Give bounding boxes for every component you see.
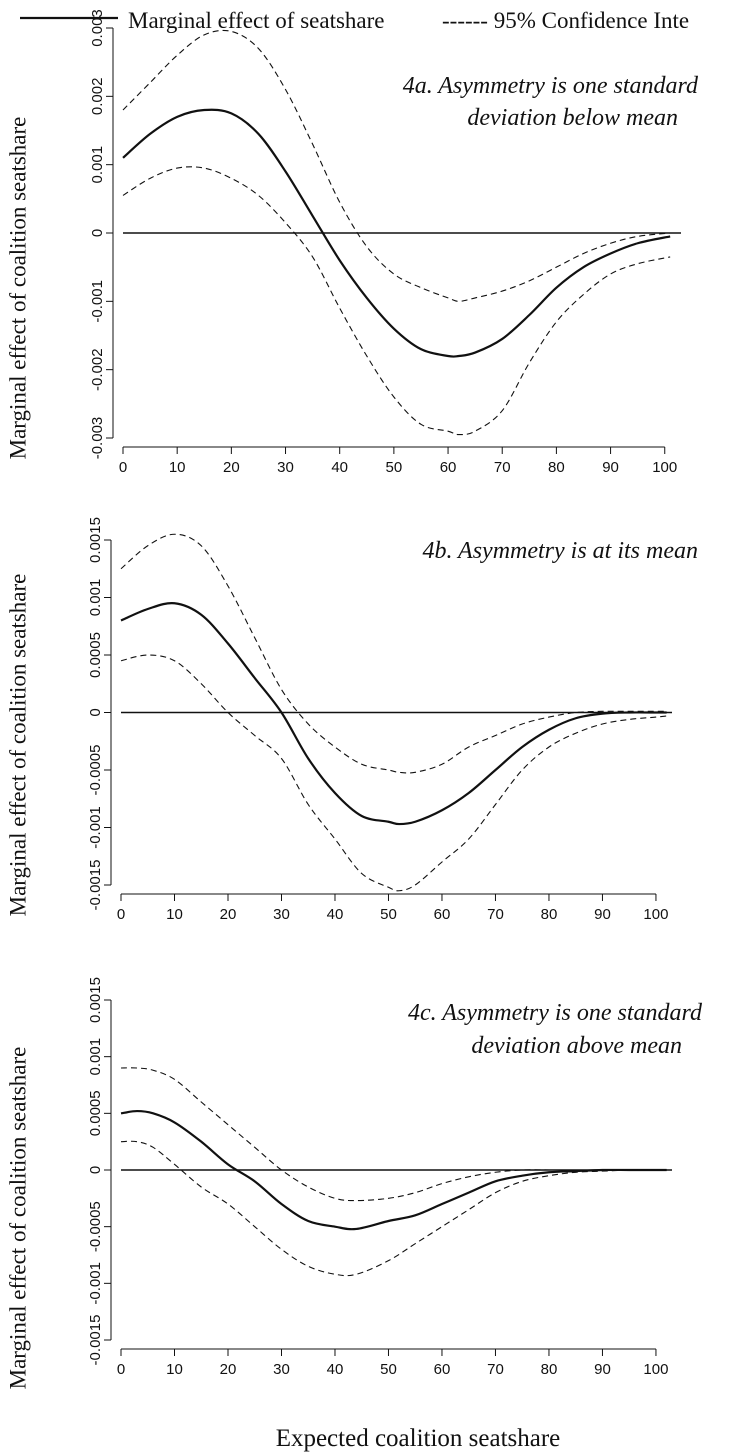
x-tick-label: 10 — [169, 459, 186, 476]
marginal-effect-line — [122, 108, 671, 358]
x-tick-label: 60 — [434, 1361, 451, 1378]
x-tick-label: 30 — [277, 459, 294, 476]
x-tick-label: 100 — [643, 1361, 668, 1378]
y-tick-label: -0.001 — [87, 1262, 104, 1305]
panel-4b: -0.0015 -0.001 -0.0005 0 0.0005 0.001 0.0015 0 1… — [5, 517, 698, 923]
y-tick-label: -0.0015 — [87, 860, 104, 911]
panel-title-line2: deviation below mean — [467, 105, 678, 131]
legend-solid-label: Marginal effect of seatshare — [128, 8, 385, 33]
x-tick-label: 70 — [487, 906, 504, 923]
x-tick-label: 50 — [386, 459, 403, 476]
x-tick-label: 70 — [494, 459, 511, 476]
legend-dashed-label: ------ 95% Confidence Inte — [442, 8, 689, 33]
y-tick-label: 0.0005 — [87, 1090, 104, 1136]
x-tick-label: 20 — [220, 906, 237, 923]
y-tick-label: 0.001 — [87, 1038, 104, 1076]
marginal-effect-line — [120, 1109, 667, 1231]
lower-ci-line — [122, 166, 671, 436]
y-tick-label: -0.001 — [87, 806, 104, 849]
panel-title-line2: deviation above mean — [471, 1033, 682, 1059]
x-tick-label: 10 — [166, 906, 183, 923]
x-tick-label: 30 — [273, 1361, 290, 1378]
y-tick-label: 0 — [87, 708, 104, 716]
y-tick-label: -0.002 — [89, 348, 106, 391]
x-tick-label: 80 — [541, 906, 558, 923]
x-tick-label: 90 — [594, 906, 611, 923]
x-tick-label: 40 — [327, 906, 344, 923]
x-tick-label: 90 — [594, 1361, 611, 1378]
y-tick-label: 0.003 — [89, 9, 106, 47]
y-tick-label: 0.001 — [89, 146, 106, 184]
y-tick-label: -0.001 — [89, 280, 106, 323]
y-tick-label: -0.0015 — [87, 1315, 104, 1366]
x-tick-label: 50 — [380, 906, 397, 923]
x-tick-label: 20 — [223, 459, 240, 476]
x-tick-label: 80 — [541, 1361, 558, 1378]
x-tick-label: 100 — [652, 459, 677, 476]
marginal-effect-line — [120, 602, 667, 826]
upper-ci-line — [120, 1067, 667, 1202]
legend: Marginal effect of seatshare ------ 95% … — [20, 8, 689, 33]
x-tick-label: 40 — [331, 459, 348, 476]
lower-ci-line — [120, 1140, 667, 1277]
x-tick-label: 90 — [602, 459, 619, 476]
y-axis-label: Marginal effect of coalition seatshare — [5, 1047, 30, 1390]
x-tick-label: 60 — [440, 459, 457, 476]
y-tick-label: 0.002 — [89, 78, 106, 116]
x-tick-label: 100 — [643, 906, 668, 923]
panel-title: 4a. Asymmetry is one standard — [403, 73, 699, 99]
x-tick-label: 0 — [119, 459, 127, 476]
panel-title: 4c. Asymmetry is one standard — [408, 1000, 703, 1026]
lower-ci-line — [120, 654, 667, 892]
panel-4a: -0.003 -0.002 -0.001 0 0.001 0.002 0.003 0 10 20 3… — [5, 9, 699, 476]
y-tick-label: 0.0005 — [87, 632, 104, 678]
x-tick-label: 80 — [548, 459, 565, 476]
x-axis-label: Expected coalition seatshare — [276, 1425, 561, 1452]
x-tick-label: 30 — [273, 906, 290, 923]
x-tick-label: 0 — [117, 1361, 125, 1378]
panel-title: 4b. Asymmetry is at its mean — [422, 538, 698, 564]
x-tick-label: 0 — [117, 906, 125, 923]
y-tick-label: -0.003 — [89, 417, 106, 460]
upper-ci-line — [122, 29, 671, 302]
x-tick-label: 10 — [166, 1361, 183, 1378]
y-tick-label: 0 — [89, 229, 106, 237]
y-tick-label: 0.001 — [87, 579, 104, 617]
y-axis-label: Marginal effect of coalition seatshare — [5, 574, 30, 917]
y-tick-label: -0.0005 — [87, 1201, 104, 1252]
x-tick-label: 40 — [327, 1361, 344, 1378]
y-tick-label: -0.0005 — [87, 745, 104, 796]
y-axis-label: Marginal effect of coalition seatshare — [5, 117, 30, 460]
panel-4c: -0.0015 -0.001 -0.0005 0 0.0005 0.001 0.0015 0 1… — [5, 977, 703, 1389]
x-tick-label: 50 — [380, 1361, 397, 1378]
x-tick-label: 70 — [487, 1361, 504, 1378]
x-tick-label: 20 — [220, 1361, 237, 1378]
y-tick-label: 0 — [87, 1166, 104, 1174]
upper-ci-line — [120, 533, 667, 774]
y-tick-label: 0.0015 — [87, 977, 104, 1023]
y-tick-label: 0.0015 — [87, 517, 104, 563]
x-tick-label: 60 — [434, 906, 451, 923]
